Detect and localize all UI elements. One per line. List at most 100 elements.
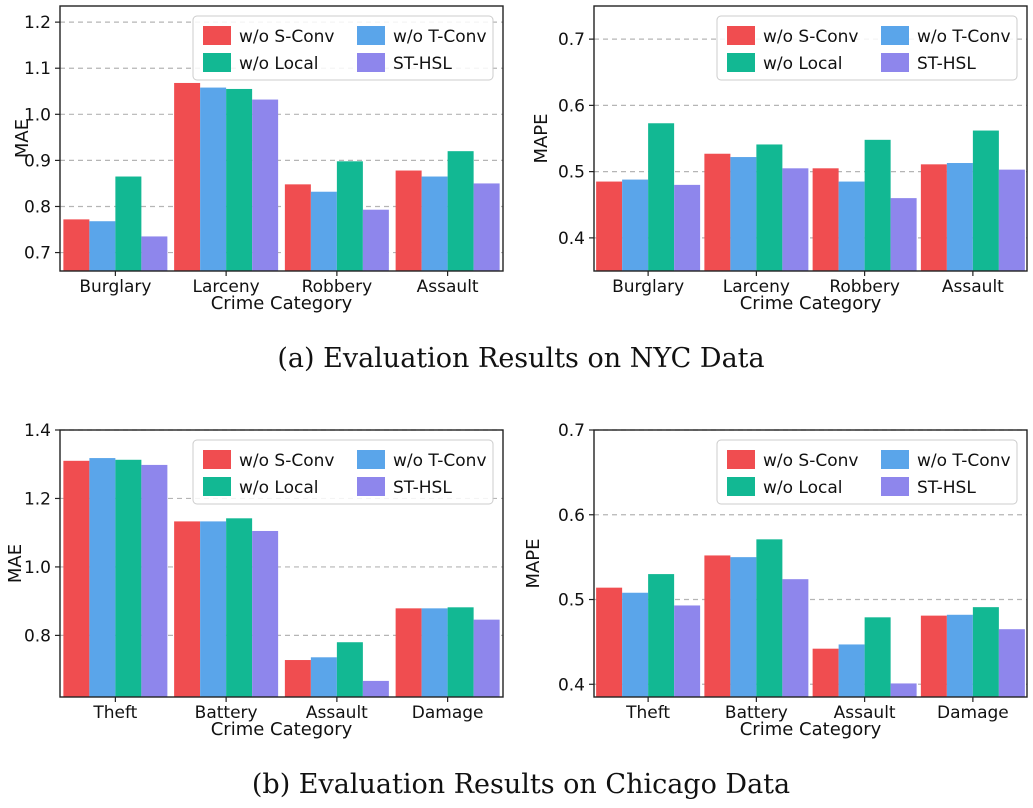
y-tick-label: 1.4 (24, 421, 51, 441)
bar-damage-1 (395, 608, 422, 697)
legend-swatch (881, 450, 909, 469)
legend: w/o S-Conv w/o T-Conv w/o Local ST-HSL (716, 15, 1018, 81)
bar-assault-2 (838, 644, 865, 697)
x-tick-label-burglary: Burglary (612, 277, 684, 297)
bar-assault-3 (972, 130, 999, 271)
x-axis-label: Crime Category (211, 293, 353, 314)
x-tick-label-battery: Battery (195, 703, 258, 723)
legend-swatch (727, 477, 755, 496)
legend: w/o S-Conv w/o T-Conv w/o Local ST-HSL (192, 15, 494, 81)
caption-chicago: (b) Evaluation Results on Chicago Data (252, 769, 790, 800)
legend-swatch (203, 477, 231, 496)
x-tick-label-theft: Theft (625, 703, 670, 723)
bar-damage-2 (946, 614, 973, 697)
bar-theft-3 (115, 459, 142, 697)
bar-larceny-2 (730, 157, 757, 271)
bar-theft-3 (648, 574, 675, 697)
plot-frame (59, 429, 504, 698)
bar-assault-2 (310, 657, 337, 697)
bar-theft-1 (596, 587, 623, 697)
legend-swatch (357, 477, 385, 496)
y-tick-label: 1.0 (24, 105, 51, 125)
chart-panel-4: 0.4 0.5 0.6 0.7 Theft Battery Assault Damage Cri… (523, 421, 1028, 740)
x-tick-label-assault: Assault (834, 703, 896, 723)
bar-larceny-3 (756, 144, 783, 271)
x-axis-label: Crime Category (740, 719, 882, 740)
bar-burglary-3 (648, 123, 675, 271)
bar-theft-1 (63, 460, 90, 697)
bar-assault-3 (447, 151, 474, 271)
y-axis-label: MAE (12, 119, 33, 158)
plot-frame (593, 429, 1028, 698)
y-axis-label: MAE (5, 544, 26, 583)
legend-entry: ST-HSL (917, 478, 976, 498)
bar-damage-4 (998, 629, 1025, 697)
bar-larceny-1 (174, 82, 201, 272)
legend-entry: w/o Local (239, 478, 319, 498)
bar-assault-4 (473, 183, 500, 271)
y-tick-label: 0.9 (24, 151, 51, 171)
legend-entry: w/o T-Conv (393, 27, 487, 47)
y-tick-label: 0.8 (24, 626, 51, 646)
legend-swatch (727, 450, 755, 469)
bar-larceny-2 (200, 87, 227, 271)
plot-frame (593, 5, 1028, 272)
y-tick-label: 1.0 (24, 558, 51, 578)
bar-robbery-3 (336, 161, 363, 271)
legend-entry: ST-HSL (917, 54, 976, 74)
legend-entry: ST-HSL (393, 478, 452, 498)
legend-swatch (727, 26, 755, 45)
x-tick-label-larceny: Larceny (723, 277, 790, 297)
bar-damage-3 (447, 607, 474, 697)
bar-assault-3 (864, 617, 891, 697)
bar-theft-4 (674, 605, 701, 697)
x-tick-label-damage: Damage (937, 703, 1009, 723)
bar-robbery-1 (284, 184, 311, 271)
bar-battery-4 (252, 530, 279, 697)
chart-panel-2: 0.4 0.5 0.6 0.7 Burglary Larceny Robbery Assaul… (531, 5, 1028, 314)
legend-entry: w/o Local (763, 478, 843, 498)
y-axis-label: MAPE (531, 113, 552, 163)
legend-swatch (357, 53, 385, 72)
bar-larceny-4 (252, 99, 279, 271)
x-tick-label-burglary: Burglary (79, 277, 151, 297)
y-tick-label: 0.7 (24, 244, 51, 264)
legend-swatch (881, 53, 909, 72)
x-tick-label-robbery: Robbery (829, 277, 900, 297)
bar-robbery-3 (864, 139, 891, 271)
legend-entry: w/o S-Conv (763, 451, 858, 471)
legend-swatch (203, 450, 231, 469)
legend-swatch (727, 53, 755, 72)
bar-burglary-1 (63, 219, 90, 271)
x-axis-label: Crime Category (740, 293, 882, 314)
legend-entry: w/o Local (239, 54, 319, 74)
bar-robbery-2 (838, 181, 865, 271)
legend-entry: w/o T-Conv (917, 27, 1011, 47)
x-tick-label-assault: Assault (942, 277, 1004, 297)
legend-box (716, 15, 1018, 81)
bar-theft-2 (89, 458, 116, 697)
bar-robbery-2 (310, 191, 337, 271)
legend-swatch (203, 53, 231, 72)
legend-swatch (203, 26, 231, 45)
bar-battery-3 (756, 539, 783, 697)
bar-robbery-4 (362, 209, 389, 271)
bar-assault-3 (336, 642, 363, 697)
x-tick-label-theft: Theft (92, 703, 137, 723)
legend-entry: w/o S-Conv (763, 27, 858, 47)
legend-entry: ST-HSL (393, 54, 452, 74)
bar-assault-4 (890, 683, 917, 697)
legend-box (192, 15, 494, 81)
x-tick-label-battery: Battery (725, 703, 788, 723)
bar-damage-3 (972, 607, 999, 697)
bar-theft-4 (141, 464, 168, 697)
y-tick-label: 0.7 (558, 421, 585, 441)
y-axis-label: MAPE (523, 538, 544, 588)
bar-larceny-3 (226, 88, 253, 272)
legend-box (192, 439, 494, 505)
legend-swatch (357, 26, 385, 45)
bar-larceny-4 (782, 168, 809, 271)
bar-burglary-2 (622, 179, 649, 271)
legend-swatch (881, 26, 909, 45)
